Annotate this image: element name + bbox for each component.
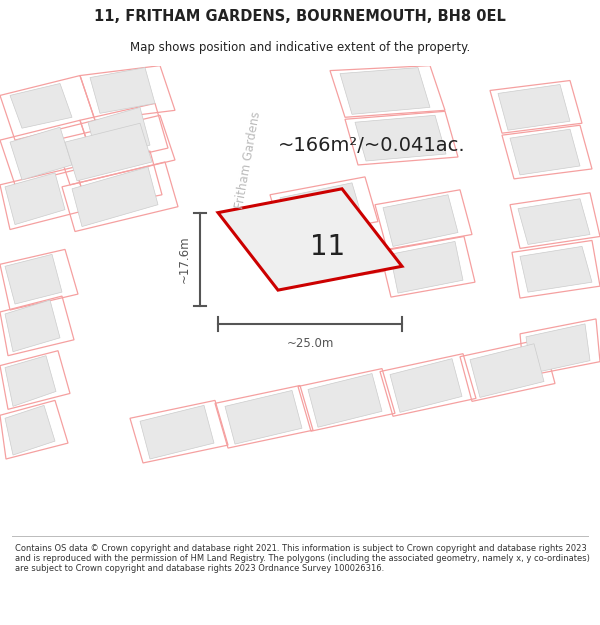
Text: ~166m²/~0.041ac.: ~166m²/~0.041ac. (278, 136, 466, 154)
Polygon shape (518, 199, 590, 244)
Polygon shape (5, 406, 55, 455)
Polygon shape (88, 107, 150, 160)
Text: ~25.0m: ~25.0m (286, 338, 334, 350)
Polygon shape (0, 324, 600, 403)
Polygon shape (430, 66, 600, 195)
Polygon shape (90, 68, 155, 113)
Polygon shape (5, 356, 56, 406)
Polygon shape (355, 115, 446, 161)
Text: 11, FRITHAM GARDENS, BOURNEMOUTH, BH8 0EL: 11, FRITHAM GARDENS, BOURNEMOUTH, BH8 0E… (94, 9, 506, 24)
Polygon shape (140, 406, 214, 459)
Polygon shape (340, 68, 430, 114)
Text: ~17.6m: ~17.6m (178, 236, 191, 283)
Polygon shape (5, 300, 60, 352)
Polygon shape (390, 359, 462, 413)
Polygon shape (290, 231, 374, 282)
Text: 11: 11 (310, 233, 346, 261)
Polygon shape (218, 189, 402, 290)
Text: Fritham Gardens: Fritham Gardens (233, 111, 263, 209)
Polygon shape (215, 66, 280, 532)
Polygon shape (383, 195, 458, 246)
Polygon shape (72, 167, 158, 226)
Polygon shape (280, 183, 363, 236)
Polygon shape (390, 241, 463, 293)
Polygon shape (308, 374, 382, 428)
Polygon shape (526, 324, 590, 374)
Polygon shape (10, 127, 72, 180)
Text: Map shows position and indicative extent of the property.: Map shows position and indicative extent… (130, 41, 470, 54)
Polygon shape (0, 66, 80, 234)
Polygon shape (65, 123, 152, 181)
Polygon shape (10, 84, 72, 128)
Polygon shape (0, 66, 600, 135)
Polygon shape (5, 173, 65, 224)
Polygon shape (5, 254, 62, 304)
Polygon shape (225, 391, 302, 444)
Text: Contains OS data © Crown copyright and database right 2021. This information is : Contains OS data © Crown copyright and d… (15, 544, 590, 573)
Polygon shape (520, 246, 592, 292)
Polygon shape (470, 344, 544, 398)
Polygon shape (510, 129, 580, 175)
Polygon shape (498, 84, 570, 130)
